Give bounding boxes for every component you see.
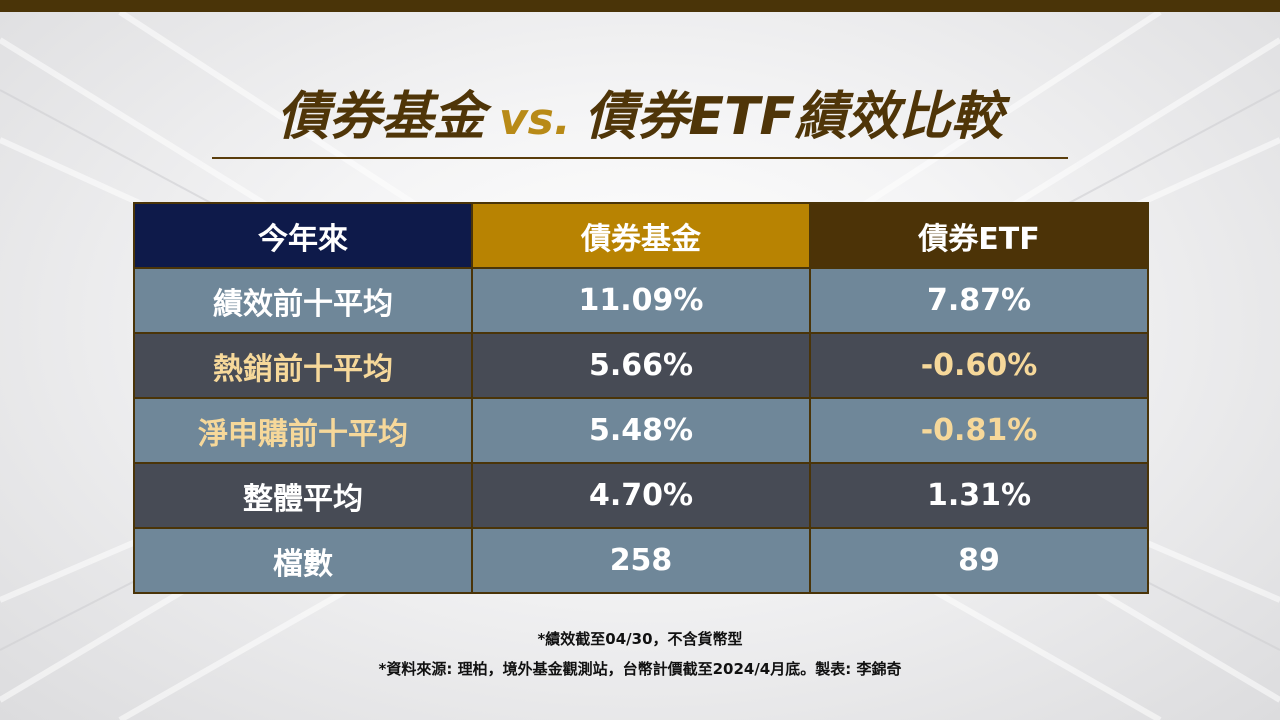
title-underline bbox=[212, 157, 1068, 159]
header-bond-etf: 債券ETF bbox=[809, 202, 1149, 269]
title-part-etf: 債券ETF績效比較 bbox=[584, 87, 1004, 147]
footnote-performance: *績效截至04/30，不含貨幣型 bbox=[537, 630, 743, 648]
footnote-source: *資料來源: 理柏，境外基金觀測站，台幣計價截至2024/4月底。製表: 李錦奇 bbox=[378, 660, 902, 678]
cell-etf-value: 7.87% bbox=[809, 267, 1149, 334]
cell-etf-value: -0.60% bbox=[809, 332, 1149, 399]
cell-fund-value: 11.09% bbox=[471, 267, 811, 334]
page-title: 債券基金 vs. 債券ETF績效比較 bbox=[212, 82, 1068, 152]
header-bond-fund: 債券基金 bbox=[471, 202, 811, 269]
cell-fund-value: 5.48% bbox=[471, 397, 811, 464]
row-label: 檔數 bbox=[133, 527, 473, 594]
footnotes: *績效截至04/30，不含貨幣型 *資料來源: 理柏，境外基金觀測站，台幣計價截… bbox=[240, 624, 1040, 684]
cell-etf-value: 89 bbox=[809, 527, 1149, 594]
row-label: 熱銷前十平均 bbox=[133, 332, 473, 399]
table-row: 淨申購前十平均 5.48% -0.81% bbox=[133, 397, 1149, 464]
row-label: 淨申購前十平均 bbox=[133, 397, 473, 464]
title-vs: vs. bbox=[498, 94, 571, 145]
comparison-table: 今年來 債券基金 債券ETF 績效前十平均 11.09% 7.87% 熱銷前十平… bbox=[133, 202, 1149, 594]
cell-etf-value: -0.81% bbox=[809, 397, 1149, 464]
table-row: 熱銷前十平均 5.66% -0.60% bbox=[133, 332, 1149, 399]
top-accent-bar bbox=[0, 0, 1280, 12]
cell-fund-value: 258 bbox=[471, 527, 811, 594]
cell-fund-value: 4.70% bbox=[471, 462, 811, 529]
cell-fund-value: 5.66% bbox=[471, 332, 811, 399]
table-row: 整體平均 4.70% 1.31% bbox=[133, 462, 1149, 529]
header-period: 今年來 bbox=[133, 202, 473, 269]
title-part-fund: 債券基金 bbox=[276, 87, 485, 147]
table-header-row: 今年來 債券基金 債券ETF bbox=[133, 202, 1149, 269]
row-label: 績效前十平均 bbox=[133, 267, 473, 334]
table-row: 績效前十平均 11.09% 7.87% bbox=[133, 267, 1149, 334]
row-label: 整體平均 bbox=[133, 462, 473, 529]
cell-etf-value: 1.31% bbox=[809, 462, 1149, 529]
table-row: 檔數 258 89 bbox=[133, 527, 1149, 594]
